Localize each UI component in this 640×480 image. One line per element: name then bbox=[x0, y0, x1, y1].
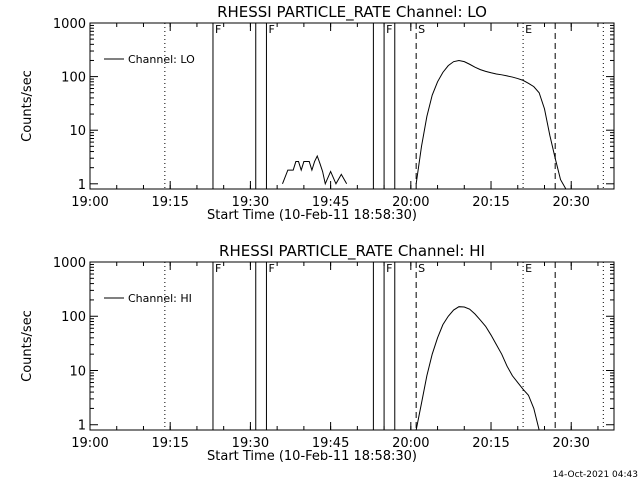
marker-label: F bbox=[386, 262, 392, 275]
x-tick-label: 19:00 bbox=[71, 436, 108, 451]
marker-label: F bbox=[386, 23, 392, 36]
x-tick-label: 19:15 bbox=[151, 436, 188, 451]
x-tick-label: 20:00 bbox=[392, 436, 429, 451]
x-tick-label: 20:15 bbox=[472, 195, 509, 210]
legend-entry: Channel: HI bbox=[128, 292, 192, 305]
marker-label: F bbox=[215, 262, 221, 275]
series-line bbox=[282, 154, 348, 186]
y-tick-label: 1 bbox=[78, 178, 86, 193]
plot-frame bbox=[89, 22, 615, 190]
marker-label: F bbox=[268, 23, 274, 36]
y-axis-label: Counts/sec bbox=[20, 310, 35, 382]
chart-panel-hi: RHESSI PARTICLE_RATE Channel: HIF F F S E 1 10… bbox=[20, 242, 615, 464]
footer-timestamp: 14-Oct-2021 04:43 bbox=[553, 470, 638, 480]
plot-frame bbox=[89, 261, 615, 431]
marker-label: F bbox=[268, 262, 274, 275]
y-tick-label: 10 bbox=[69, 124, 86, 139]
y-tick-label: 100 bbox=[61, 71, 86, 86]
x-tick-label: 19:15 bbox=[151, 195, 188, 210]
y-tick-label: 1 bbox=[78, 419, 86, 434]
marker-label: E bbox=[525, 23, 532, 36]
y-axis-label: Counts/sec bbox=[20, 70, 35, 142]
x-tick-label: 19:30 bbox=[232, 436, 269, 451]
legend-entry: Channel: LO bbox=[128, 53, 195, 66]
x-axis-label: Start Time (10-Feb-11 18:58:30) bbox=[207, 449, 417, 464]
y-tick-label: 1000 bbox=[53, 256, 86, 271]
x-tick-label: 20:00 bbox=[392, 195, 429, 210]
x-tick-label: 19:45 bbox=[312, 195, 349, 210]
x-tick-label: 19:45 bbox=[312, 436, 349, 451]
chart-panel-lo: RHESSI PARTICLE_RATE Channel: LOF F F S E 1 10… bbox=[20, 3, 615, 223]
series-line bbox=[415, 59, 567, 189]
marker-label: F bbox=[215, 23, 221, 36]
chart-title: RHESSI PARTICLE_RATE Channel: LO bbox=[217, 3, 487, 22]
marker-label: E bbox=[525, 262, 532, 275]
x-tick-label: 20:30 bbox=[552, 436, 589, 451]
x-tick-label: 20:30 bbox=[552, 195, 589, 210]
marker-label: S bbox=[418, 23, 425, 36]
y-tick-label: 1000 bbox=[53, 17, 86, 32]
series-line bbox=[415, 306, 540, 430]
x-axis-label: Start Time (10-Feb-11 18:58:30) bbox=[207, 208, 417, 223]
x-tick-label: 19:00 bbox=[71, 195, 108, 210]
y-tick-label: 10 bbox=[69, 364, 86, 379]
x-tick-label: 19:30 bbox=[232, 195, 269, 210]
chart-title: RHESSI PARTICLE_RATE Channel: HI bbox=[219, 242, 485, 261]
x-tick-label: 20:15 bbox=[472, 436, 509, 451]
y-tick-label: 100 bbox=[61, 310, 86, 325]
marker-label: S bbox=[418, 262, 425, 275]
